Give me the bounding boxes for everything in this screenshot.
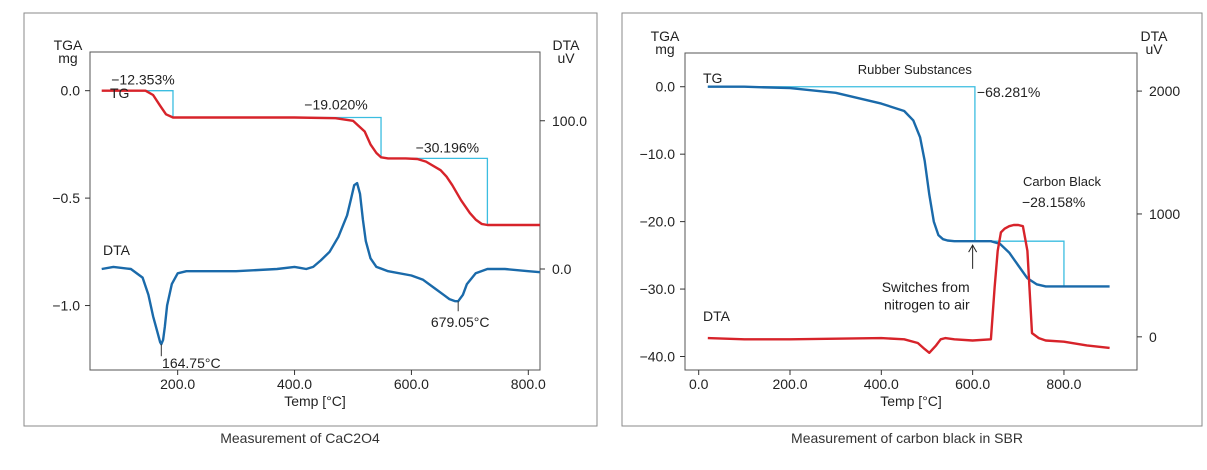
y-right-tick-label: 0.0 bbox=[552, 261, 572, 277]
step-label: −12.353% bbox=[111, 72, 174, 88]
y-left-tick-label: −10.0 bbox=[640, 146, 676, 162]
x-axis-label: Temp [°C] bbox=[284, 393, 346, 409]
y-left-axis-label: TGA bbox=[54, 37, 83, 53]
chart-cac2o4: 200.0 400.0 600.0 800.0 Temp [°C] 0.0 −0.5 −1.0… bbox=[23, 12, 598, 427]
x-tick-label: 200.0 bbox=[772, 376, 807, 392]
annotation-switch: nitrogen to air bbox=[884, 297, 970, 313]
y-left-axis-unit: mg bbox=[58, 50, 77, 66]
series-line-tg bbox=[707, 85, 1110, 288]
step-label: −30.196% bbox=[416, 139, 479, 155]
plot-area bbox=[89, 51, 541, 371]
x-tick-label: 0.0 bbox=[689, 376, 709, 392]
chart-caption: Measurement of CaC2O4 bbox=[220, 430, 380, 446]
x-tick-label: 600.0 bbox=[394, 376, 429, 392]
step-line bbox=[974, 240, 1065, 287]
panel-frame bbox=[621, 12, 1203, 427]
step-line bbox=[411, 157, 489, 225]
x-tick-label: 400.0 bbox=[864, 376, 899, 392]
switch-arrow-head bbox=[968, 244, 978, 253]
y-right-axis-label: DTA bbox=[1141, 28, 1169, 44]
annotation-carbon-pct: −28.158% bbox=[1022, 194, 1085, 210]
y-right-tick-label: 2000 bbox=[1149, 83, 1180, 99]
y-left-tick-label: −30.0 bbox=[640, 281, 676, 297]
y-left-axis-unit: mg bbox=[655, 41, 674, 57]
y-left-tick-label: −40.0 bbox=[640, 349, 676, 365]
y-right-axis-unit: uV bbox=[557, 50, 575, 66]
step-line bbox=[707, 86, 976, 242]
x-tick-label: 200.0 bbox=[160, 376, 195, 392]
y-right-tick-label: 100.0 bbox=[552, 113, 587, 129]
x-tick-label: 600.0 bbox=[955, 376, 990, 392]
chart-caption: Measurement of carbon black in SBR bbox=[791, 430, 1023, 446]
y-right-tick-label: 1000 bbox=[1149, 206, 1180, 222]
panel-frame bbox=[23, 12, 598, 427]
y-right-tick-label: 0 bbox=[1149, 329, 1157, 345]
x-tick-label: 800.0 bbox=[511, 376, 546, 392]
y-right-axis-unit: uV bbox=[1145, 41, 1163, 57]
y-left-axis-label: TGA bbox=[651, 28, 680, 44]
series-label-tg: TG bbox=[110, 85, 129, 101]
peak-label: 164.75°C bbox=[162, 355, 221, 371]
chart-panel-cac2o4: 200.0 400.0 600.0 800.0 Temp [°C] 0.0 −0.5 −1.0… bbox=[0, 0, 600, 465]
x-tick-label: 400.0 bbox=[277, 376, 312, 392]
y-left-tick-label: −1.0 bbox=[52, 298, 80, 314]
chart-carbon-black-sbr: 0.0 200.0 400.0 600.0 800.0 Temp [°C] 0.0 −10.0… bbox=[621, 12, 1203, 427]
y-left-tick-label: −20.0 bbox=[640, 214, 676, 230]
annotation-rubber: Rubber Substances bbox=[858, 62, 973, 77]
series-label-dta: DTA bbox=[703, 308, 731, 324]
annotation-switch: Switches from bbox=[882, 279, 970, 295]
y-left-tick-label: 0.0 bbox=[61, 83, 81, 99]
step-line bbox=[145, 90, 174, 118]
x-axis-label: Temp [°C] bbox=[880, 393, 942, 409]
y-left-tick-label: −0.5 bbox=[52, 190, 80, 206]
peak-label: 679.05°C bbox=[431, 314, 490, 330]
chart-panel-sbr: 0.0 200.0 400.0 600.0 800.0 Temp [°C] 0.0 −10.0… bbox=[607, 0, 1207, 465]
y-right-axis-label: DTA bbox=[553, 37, 581, 53]
annotation-rubber-pct: −68.281% bbox=[977, 84, 1040, 100]
y-left-tick-label: 0.0 bbox=[656, 79, 676, 95]
plot-area bbox=[684, 52, 1138, 371]
annotation-carbon: Carbon Black bbox=[1023, 174, 1102, 189]
x-tick-label: 800.0 bbox=[1046, 376, 1081, 392]
series-line-tg bbox=[101, 89, 540, 227]
step-label: −19.020% bbox=[304, 97, 367, 113]
series-line-dta bbox=[101, 181, 541, 346]
series-line-dta bbox=[707, 223, 1110, 354]
series-label-tg: TG bbox=[703, 70, 722, 86]
series-label-dta: DTA bbox=[103, 242, 131, 258]
